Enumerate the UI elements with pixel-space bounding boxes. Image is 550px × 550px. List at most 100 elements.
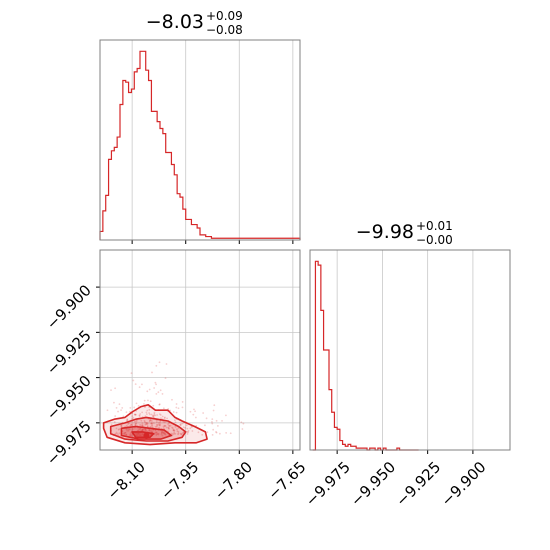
scatter-point bbox=[123, 433, 126, 435]
x-tick-label: −9.925 bbox=[392, 458, 444, 510]
scatter-point bbox=[180, 423, 182, 426]
scatter-point bbox=[149, 419, 151, 422]
scatter-point bbox=[121, 407, 124, 409]
scatter-point bbox=[124, 431, 127, 434]
scatter-point bbox=[149, 418, 152, 421]
scatter-point bbox=[162, 427, 165, 430]
scatter-point bbox=[216, 425, 219, 427]
scatter-point bbox=[145, 422, 148, 424]
scatter-point bbox=[172, 411, 175, 413]
scatter-point bbox=[151, 414, 154, 417]
scatter-point bbox=[225, 432, 228, 434]
scatter-point bbox=[150, 420, 153, 422]
scatter-point bbox=[151, 430, 154, 433]
scatter-point bbox=[175, 406, 178, 409]
scatter-point bbox=[211, 433, 214, 436]
scatter-point bbox=[141, 429, 144, 431]
scatter-point bbox=[184, 426, 187, 429]
y-tick-label: −9.975 bbox=[43, 417, 95, 469]
scatter-point bbox=[149, 422, 152, 425]
scatter-point bbox=[120, 409, 122, 412]
density-contour-level bbox=[131, 431, 155, 439]
histogram-step-line bbox=[99, 50, 301, 240]
scatter-point bbox=[164, 377, 167, 380]
scatter-point bbox=[180, 433, 183, 435]
scatter-point bbox=[168, 425, 171, 427]
scatter-point bbox=[163, 425, 166, 427]
scatter-point bbox=[164, 425, 167, 427]
scatter-point bbox=[145, 423, 148, 426]
scatter-point bbox=[141, 422, 144, 425]
title-param-2-value: −9.98 bbox=[356, 221, 414, 243]
scatter-point bbox=[153, 413, 156, 415]
scatter-point bbox=[206, 431, 209, 433]
scatter-point bbox=[115, 427, 118, 430]
scatter-point bbox=[221, 419, 223, 422]
scatter-point bbox=[144, 421, 147, 424]
scatter-point bbox=[140, 419, 143, 422]
scatter-point bbox=[160, 431, 163, 434]
scatter-point bbox=[146, 423, 148, 426]
scatter-point bbox=[134, 413, 137, 416]
scatter-point bbox=[146, 425, 149, 427]
scatter-point bbox=[148, 412, 150, 414]
scatter-point bbox=[139, 413, 142, 415]
scatter-point bbox=[155, 431, 158, 434]
scatter-point bbox=[160, 433, 163, 436]
scatter-point bbox=[185, 424, 188, 427]
title-param-2-lower: −0.00 bbox=[416, 233, 453, 247]
scatter-point bbox=[129, 428, 131, 431]
scatter-point bbox=[180, 433, 183, 436]
scatter-point bbox=[186, 427, 189, 430]
scatter-point bbox=[158, 424, 161, 427]
scatter-point bbox=[174, 421, 177, 424]
scatter-point bbox=[163, 417, 166, 420]
scatter-point bbox=[151, 423, 153, 426]
scatter-point bbox=[157, 423, 160, 426]
scatter-point bbox=[159, 389, 162, 392]
scatter-point bbox=[161, 415, 164, 418]
scatter-point bbox=[151, 371, 153, 374]
scatter-point bbox=[155, 392, 158, 395]
scatter-point bbox=[129, 432, 132, 435]
scatter-point bbox=[181, 422, 184, 425]
scatter-point bbox=[181, 406, 184, 409]
scatter-point bbox=[179, 423, 182, 426]
scatter-point bbox=[144, 428, 147, 431]
scatter-point bbox=[141, 411, 144, 414]
scatter-point bbox=[162, 407, 165, 410]
scatter-point bbox=[215, 419, 218, 422]
scatter-point bbox=[171, 398, 173, 401]
scatter-point bbox=[126, 418, 129, 421]
scatter-point bbox=[148, 413, 151, 416]
scatter-point bbox=[134, 413, 136, 416]
scatter-point bbox=[165, 363, 168, 365]
scatter-point bbox=[173, 431, 176, 434]
scatter-point bbox=[159, 423, 161, 425]
scatter-point bbox=[143, 420, 146, 423]
scatter-point bbox=[126, 429, 128, 432]
scatter-point bbox=[190, 425, 193, 428]
scatter-point bbox=[164, 433, 166, 435]
scatter-point bbox=[132, 379, 135, 382]
scatter-point bbox=[148, 408, 151, 411]
scatter-point bbox=[177, 431, 180, 433]
scatter-point bbox=[163, 432, 166, 435]
scatter-point bbox=[204, 424, 206, 427]
x-tick-label: −9.950 bbox=[347, 458, 399, 510]
scatter-point bbox=[173, 429, 176, 432]
scatter-point bbox=[143, 429, 146, 431]
scatter-point bbox=[201, 433, 204, 436]
scatter-point bbox=[152, 404, 155, 407]
scatter-point bbox=[125, 433, 128, 436]
scatter-point bbox=[156, 423, 158, 426]
scatter-point bbox=[118, 428, 121, 430]
scatter-point bbox=[150, 422, 153, 425]
scatter-point bbox=[162, 431, 165, 434]
scatter-point bbox=[163, 421, 166, 424]
scatter-point bbox=[189, 410, 192, 413]
scatter-point bbox=[212, 409, 215, 412]
scatter-point bbox=[153, 411, 156, 414]
scatter-point bbox=[124, 431, 127, 434]
scatter-point bbox=[127, 428, 130, 431]
